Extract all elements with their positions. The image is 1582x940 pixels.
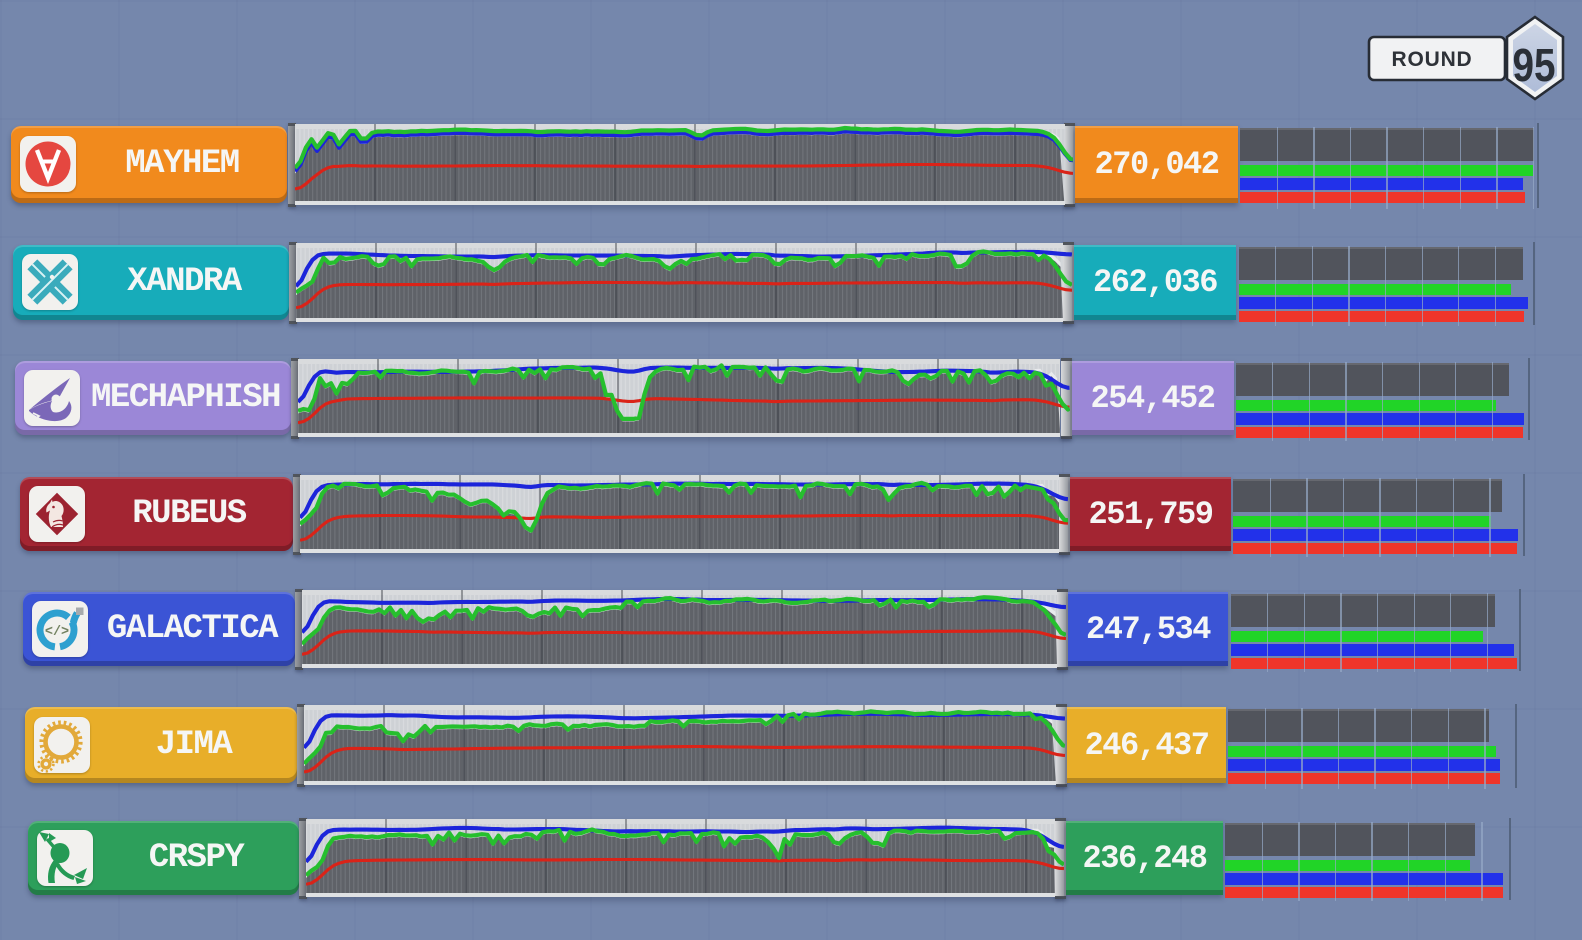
svg-text:95: 95 xyxy=(1512,40,1555,92)
svg-text:ROUND: ROUND xyxy=(1392,48,1473,71)
svg-text:</>: </> xyxy=(45,625,69,640)
